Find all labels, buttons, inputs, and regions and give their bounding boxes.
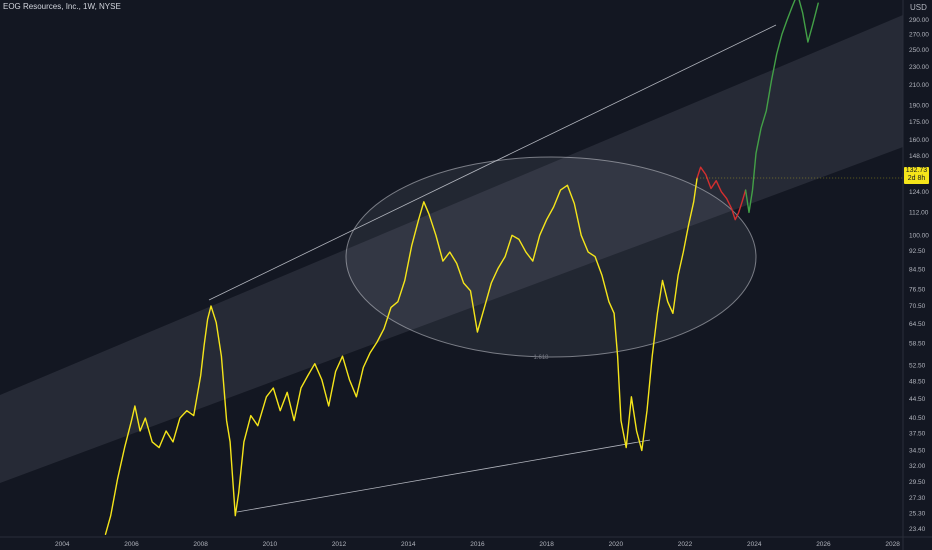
y-tick-label: 37.50 — [909, 431, 926, 438]
y-tick-label: 29.50 — [909, 479, 926, 486]
y-tick-label: 48.50 — [909, 379, 926, 386]
trendlines — [208, 24, 777, 513]
y-tick-label: 76.50 — [909, 286, 926, 293]
upper-trendline[interactable] — [208, 24, 777, 301]
chart-title: EOG Resources, Inc., 1W, NYSE — [3, 2, 121, 11]
fibonacci-ellipse: 1.618 — [345, 156, 757, 361]
currency-label: USD — [910, 3, 927, 12]
y-tick-label: 34.50 — [909, 448, 926, 455]
y-tick-label: 27.30 — [909, 495, 926, 502]
x-tick-label: 2022 — [678, 541, 693, 548]
y-tick-label: 270.00 — [909, 31, 929, 38]
last-price-value: 132.73 — [905, 167, 928, 174]
y-tick-label: 160.00 — [909, 137, 929, 144]
series-line-0[interactable] — [104, 177, 698, 535]
x-tick-label: 2028 — [885, 541, 900, 548]
x-tick-label: 2024 — [747, 541, 762, 548]
y-tick-label: 52.50 — [909, 363, 926, 370]
last-price-badge: 132.73 2d 8h — [904, 167, 929, 184]
x-tick-label: 2018 — [539, 541, 554, 548]
y-tick-label: 23.40 — [909, 526, 926, 533]
price-axis-background[interactable] — [903, 0, 932, 550]
ellipse-shape[interactable] — [345, 156, 757, 358]
y-tick-label: 44.50 — [909, 396, 926, 403]
y-tick-label: 175.00 — [909, 119, 929, 126]
x-tick-label: 2012 — [332, 541, 347, 548]
price-series — [104, 0, 903, 535]
x-tick-label: 2008 — [193, 541, 208, 548]
x-tick-label: 2010 — [263, 541, 278, 548]
y-tick-label: 112.00 — [909, 209, 929, 216]
y-tick-label: 32.00 — [909, 463, 926, 470]
series-line-2[interactable] — [744, 0, 819, 214]
y-tick-label: 64.50 — [909, 321, 926, 328]
y-tick-label: 290.00 — [909, 17, 929, 24]
y-tick-label: 190.00 — [909, 102, 929, 109]
series-line-1[interactable] — [696, 166, 747, 221]
time-axis-background[interactable] — [0, 537, 932, 550]
y-tick-label: 70.50 — [909, 303, 926, 310]
y-tick-label: 100.00 — [909, 232, 929, 239]
x-tick-label: 2004 — [55, 541, 70, 548]
y-tick-label: 250.00 — [909, 47, 929, 54]
y-tick-label: 92.50 — [909, 248, 926, 255]
lower-trendline[interactable] — [236, 439, 651, 513]
x-tick-label: 2020 — [609, 541, 624, 548]
x-tick-label: 2006 — [124, 541, 139, 548]
ellipse-label: 1.618 — [533, 355, 549, 361]
y-tick-label: 210.00 — [909, 82, 929, 89]
y-tick-label: 124.00 — [909, 189, 929, 196]
y-tick-label: 25.30 — [909, 510, 926, 517]
y-tick-label: 148.00 — [909, 153, 929, 160]
y-tick-label: 230.00 — [909, 64, 929, 71]
y-tick-label: 40.50 — [909, 415, 926, 422]
channel-band[interactable] — [0, 15, 903, 483]
x-tick-label: 2016 — [470, 541, 485, 548]
y-tick-label: 84.50 — [909, 266, 926, 273]
x-tick-label: 2026 — [816, 541, 831, 548]
regression-channel — [0, 15, 903, 483]
y-tick-label: 58.50 — [909, 341, 926, 348]
x-tick-label: 2014 — [401, 541, 416, 548]
bar-countdown: 2d 8h — [907, 175, 926, 182]
